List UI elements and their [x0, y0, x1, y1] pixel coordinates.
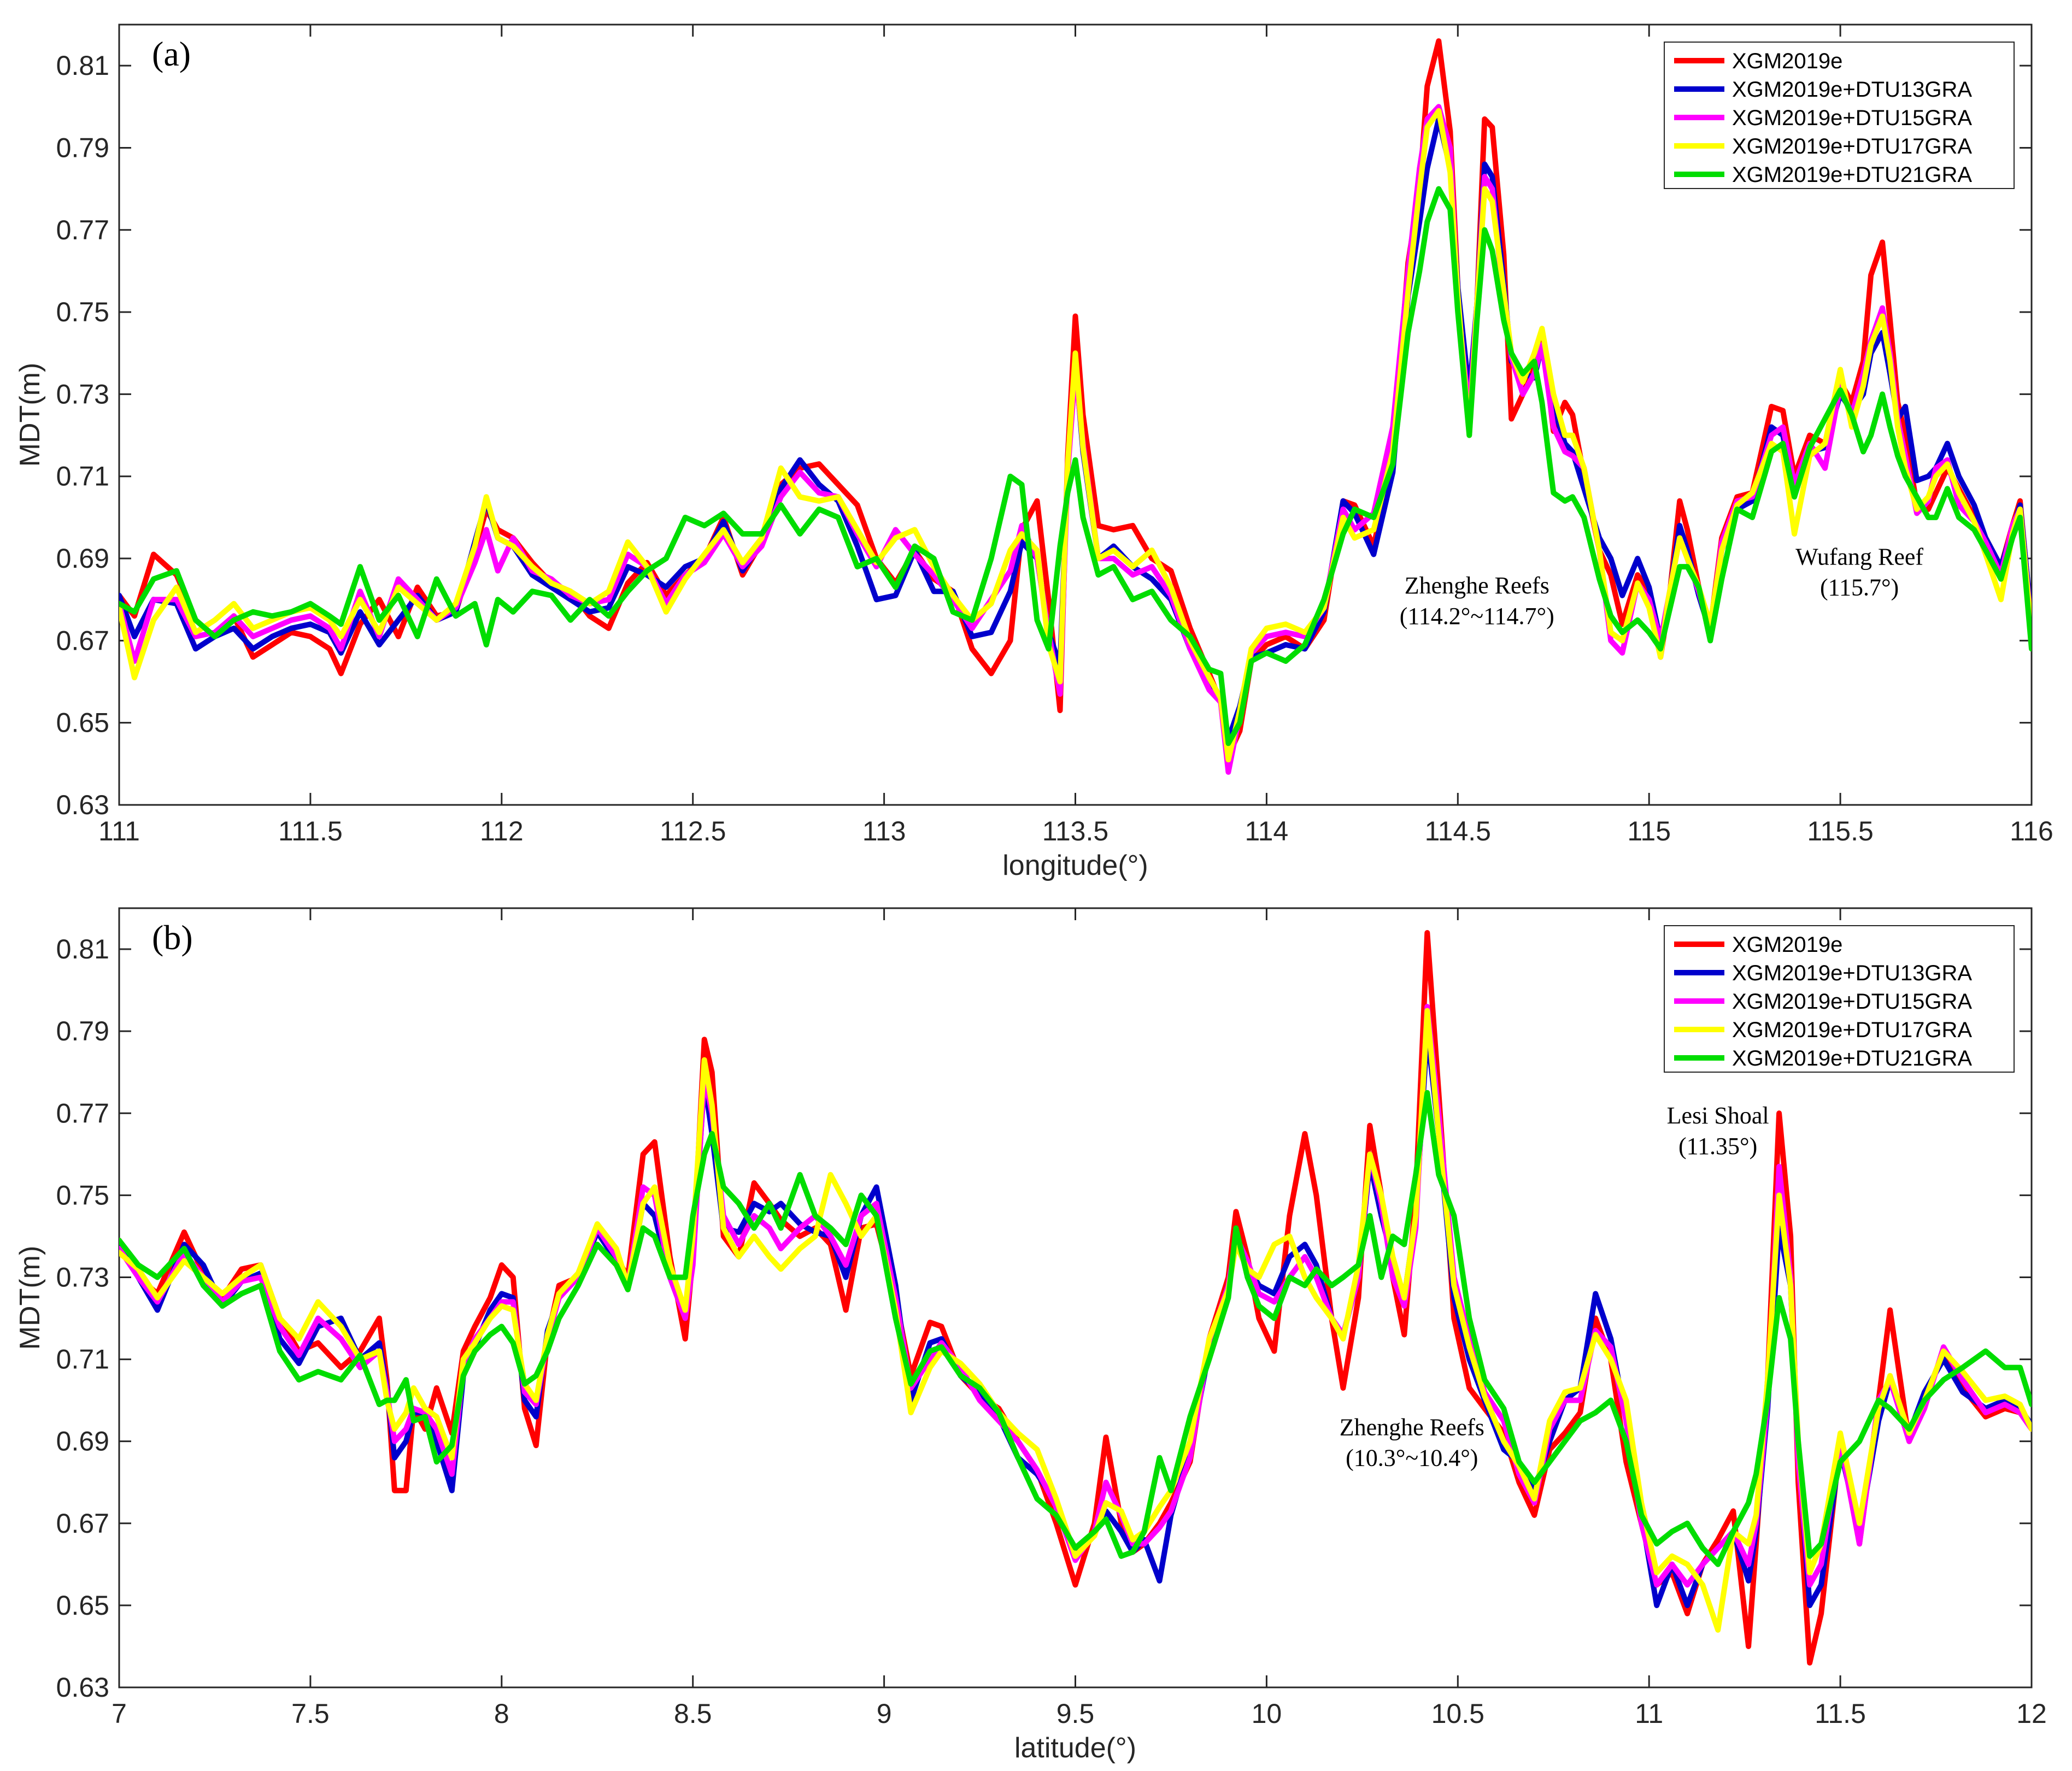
y-tick-label: 0.65: [56, 708, 109, 738]
annotation-text: (115.7°): [1820, 574, 1899, 601]
series-line-0: [119, 930, 2032, 1666]
x-tick-label: 111.5: [278, 816, 343, 846]
x-tick-label: 113.5: [1042, 816, 1108, 846]
legend-label: XGM2019e+DTU21GRA: [1732, 1046, 1972, 1070]
x-tick-label: 9: [877, 1698, 892, 1729]
x-tick-label: 112: [480, 816, 524, 846]
panel-label: (a): [152, 34, 191, 73]
y-tick-label: 0.77: [56, 1098, 109, 1128]
series-line-4: [119, 186, 2032, 746]
series-group: [119, 930, 2032, 1666]
y-tick-label: 0.79: [56, 132, 109, 163]
y-tick-label: 0.67: [56, 1508, 109, 1539]
series-line-4: [119, 1090, 2032, 1567]
legend-label: XGM2019e+DTU17GRA: [1732, 134, 1972, 158]
panel-b: 0.63 0.65 0.67 0.69 0.71 0.73 0.75 0.77 0.79 0.81…: [14, 907, 2047, 1764]
x-tick-label: 113: [862, 816, 906, 846]
x-tick-label: 7: [111, 1698, 127, 1729]
y-tick-label: 0.69: [56, 543, 109, 574]
legend-label: XGM2019e+DTU13GRA: [1732, 961, 1972, 985]
y-tick-label: 0.81: [56, 50, 109, 81]
legend-label: XGM2019e+DTU13GRA: [1732, 78, 1972, 102]
legend-label: XGM2019e+DTU17GRA: [1732, 1018, 1972, 1042]
legend-label: XGM2019e+DTU21GRA: [1732, 163, 1972, 187]
y-tick-label: 0.75: [56, 297, 109, 327]
annotation-text: (11.35°): [1678, 1133, 1757, 1160]
legend-label: XGM2019e: [1732, 933, 1842, 957]
panel-label: (b): [152, 918, 193, 957]
y-tick-label: 0.71: [56, 461, 109, 492]
legend: XGM2019e XGM2019e+DTU13GRA XGM2019e+DTU15G…: [1664, 925, 2015, 1073]
series-group: [119, 38, 2032, 775]
series-line-3: [119, 1008, 2032, 1633]
legend-label: XGM2019e: [1732, 49, 1842, 73]
annotation-text: Wufang Reef: [1795, 543, 1923, 570]
x-tick-label: 11.5: [1815, 1698, 1866, 1729]
panel-a: 0.63 0.65 0.67 0.69 0.71 0.73 0.75 0.77 0.79 0.81…: [14, 23, 2053, 881]
legend-label: XGM2019e+DTU15GRA: [1732, 106, 1972, 130]
y-tick-label: 0.79: [56, 1016, 109, 1046]
x-tick-label: 115: [1627, 816, 1671, 846]
y-axis-label: MDT(m): [14, 363, 46, 467]
x-tick-label: 8: [494, 1698, 509, 1729]
x-tick-label: 111: [98, 816, 140, 846]
y-axis-label: MDT(m): [14, 1246, 46, 1350]
x-axis-label: longitude(°): [1002, 850, 1148, 881]
y-tick-label: 0.73: [56, 379, 109, 409]
x-tick-label: 116: [2010, 816, 2053, 846]
x-axis-label: latitude(°): [1014, 1732, 1136, 1764]
annotation-text: Lesi Shoal: [1667, 1102, 1769, 1129]
y-tick-label: 0.65: [56, 1590, 109, 1621]
annotation-text: Zhenghe Reefs: [1340, 1414, 1484, 1440]
x-tick-label: 10.5: [1431, 1698, 1484, 1729]
annotation-text: Zhenghe Reefs: [1405, 572, 1549, 599]
y-tick-label: 0.77: [56, 215, 109, 245]
x-tick-label: 9.5: [1056, 1698, 1095, 1729]
x-tick-label: 114.5: [1425, 816, 1491, 846]
x-tick-label: 114: [1245, 816, 1289, 846]
annotation-text: (10.3°~10.4°): [1346, 1444, 1478, 1471]
x-tick-label: 11: [1635, 1698, 1663, 1729]
legend: XGM2019e XGM2019e+DTU13GRA XGM2019e+DTU15G…: [1664, 42, 2015, 189]
y-tick-label: 0.63: [56, 790, 109, 820]
x-tick-label: 10: [1252, 1698, 1282, 1729]
x-tick-label: 7.5: [291, 1698, 330, 1729]
x-tick-label: 12: [2016, 1698, 2047, 1729]
x-tick-label: 115.5: [1807, 816, 1873, 846]
annotation-text: (114.2°~114.7°): [1400, 603, 1554, 629]
y-tick-label: 0.73: [56, 1262, 109, 1292]
x-tick-label: 8.5: [674, 1698, 712, 1729]
y-tick-label: 0.81: [56, 934, 109, 964]
y-tick-label: 0.69: [56, 1426, 109, 1457]
y-tick-label: 0.63: [56, 1672, 109, 1703]
y-tick-label: 0.75: [56, 1180, 109, 1210]
x-tick-label: 112.5: [660, 816, 726, 846]
y-tick-label: 0.71: [56, 1344, 109, 1375]
legend-label: XGM2019e+DTU15GRA: [1732, 990, 1972, 1014]
y-tick-label: 0.67: [56, 625, 109, 656]
